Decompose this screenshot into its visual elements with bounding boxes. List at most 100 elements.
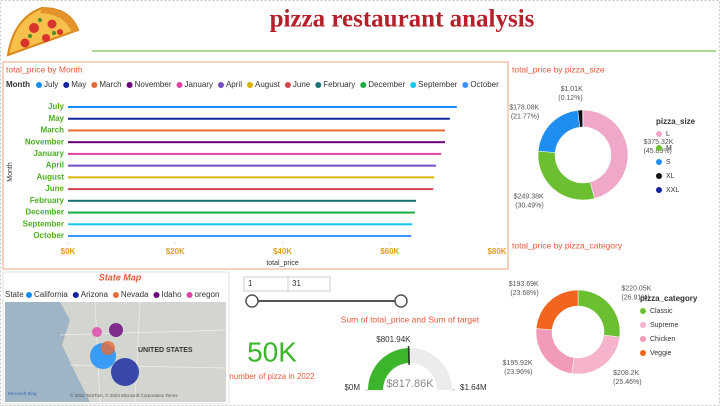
map-legend: California Arizona Nevada Idaho oregon <box>26 290 219 299</box>
legend-marker <box>462 82 469 88</box>
chart-title: Sum of total_price and Sum of target <box>341 314 480 324</box>
map-country-label: UNITED STATES <box>138 347 193 354</box>
kpi-value: 50K <box>247 336 297 367</box>
data-label-percent: (0.12%) <box>558 95 583 102</box>
legend-label: November <box>135 80 172 89</box>
legend-marker <box>176 82 183 88</box>
legend-marker <box>360 82 367 88</box>
y-tick-label: May <box>48 114 64 123</box>
map-bubbles <box>90 323 139 386</box>
y-tick-label: December <box>25 208 64 217</box>
legend-label: April <box>226 80 242 89</box>
bar <box>68 129 445 132</box>
y-tick-label: November <box>25 137 64 146</box>
x-tick-label: $20K <box>166 247 185 256</box>
legend-label: June <box>293 80 311 89</box>
bar-panel <box>2 61 509 270</box>
legend-marker <box>246 82 253 88</box>
gauge-tick-label: $1.64M <box>460 383 487 392</box>
data-label-percent: (21.77%) <box>511 113 539 120</box>
legend-label: Arizona <box>81 290 109 299</box>
page-title: pizza restaurant analysis <box>270 6 535 33</box>
kpi-label: number of pizza in 2022 <box>229 372 315 381</box>
legend-marker <box>112 292 119 298</box>
legend-marker <box>26 292 32 298</box>
slicer-end-handle[interactable] <box>394 294 408 308</box>
y-tick-label: February <box>30 196 65 205</box>
legend-label: October <box>470 80 499 89</box>
legend-marker <box>656 145 662 151</box>
data-label-percent: (45.89%) <box>643 148 671 155</box>
legend-label: March <box>99 80 121 89</box>
legend-marker <box>315 82 322 88</box>
legend-label: M <box>666 145 672 152</box>
slicer-start-handle[interactable] <box>245 294 259 308</box>
slicer-end: 31 <box>292 279 301 288</box>
legend-label: Nevada <box>121 290 149 299</box>
data-label: $220.05K <box>621 285 651 292</box>
bar <box>68 211 415 214</box>
data-label: $178.08K <box>509 104 539 111</box>
legend-label: XL <box>666 173 675 180</box>
bar <box>68 176 435 179</box>
legend-marker <box>153 292 160 298</box>
gauge-value <box>368 348 410 390</box>
legend-marker <box>656 131 662 137</box>
chart-title: total_price by pizza_category <box>512 240 623 250</box>
data-label: $208.2K <box>613 370 639 377</box>
legend-marker <box>284 82 291 88</box>
pizza-icon <box>6 6 80 57</box>
donut-slice <box>535 289 579 331</box>
legend-marker <box>186 292 193 298</box>
gauge-value-label: $817.86K <box>386 378 434 390</box>
legend-marker <box>410 82 417 88</box>
y-tick-label: October <box>33 231 64 240</box>
legend-marker <box>656 187 662 193</box>
chart-title: total_price by pizza_size <box>512 64 605 74</box>
legend-marker <box>63 82 70 88</box>
legend-title: pizza_size <box>656 117 696 126</box>
slicer-start: 1 <box>248 279 253 288</box>
legend-marker <box>36 82 42 88</box>
x-axis-label: total_price <box>266 260 298 267</box>
legend-marker <box>217 82 224 88</box>
legend-marker <box>656 173 662 179</box>
legend-marker <box>126 82 133 88</box>
legend-label: July <box>44 80 58 89</box>
legend-label: December <box>368 80 405 89</box>
legend-marker <box>640 322 646 328</box>
data-label-percent: (25.46%) <box>613 379 641 386</box>
legend-label: September <box>418 80 457 89</box>
data-label: $193.69K <box>509 281 539 288</box>
y-tick-label: July <box>48 102 65 111</box>
legend-label: Classic <box>650 308 673 315</box>
legend-marker <box>91 82 98 88</box>
slicer-end-box[interactable] <box>287 276 331 292</box>
map-panel <box>2 271 230 405</box>
gauge-target-label: $801.94K <box>376 335 411 344</box>
bar <box>68 152 442 155</box>
y-tick-label: June <box>45 184 64 193</box>
legend-label: oregon <box>195 290 220 299</box>
legend-label: Idaho <box>162 290 183 299</box>
legend-label: February <box>323 80 355 89</box>
legend-label: Veggie <box>650 350 672 357</box>
data-label-percent: (30.49%) <box>515 203 543 210</box>
gauge-target <box>407 346 410 366</box>
legend-label: August <box>255 80 281 89</box>
x-tick-label: $0K <box>61 247 76 256</box>
bar <box>68 141 445 144</box>
bar <box>68 199 417 202</box>
data-label: $195.92K <box>503 360 533 367</box>
legend-marker <box>656 159 662 165</box>
data-label-percent: (26.91%) <box>621 294 649 301</box>
legend-label: Chicken <box>650 336 675 343</box>
map-title: State Map <box>99 272 142 282</box>
map-attribution: © 2022 TomTom, © 2023 Microsoft Corporat… <box>70 392 178 398</box>
y-tick-label: August <box>36 172 64 181</box>
bar <box>68 164 436 167</box>
data-label-percent: (23.96%) <box>504 369 532 376</box>
x-tick-label: $60K <box>380 247 399 256</box>
bar <box>68 223 413 226</box>
